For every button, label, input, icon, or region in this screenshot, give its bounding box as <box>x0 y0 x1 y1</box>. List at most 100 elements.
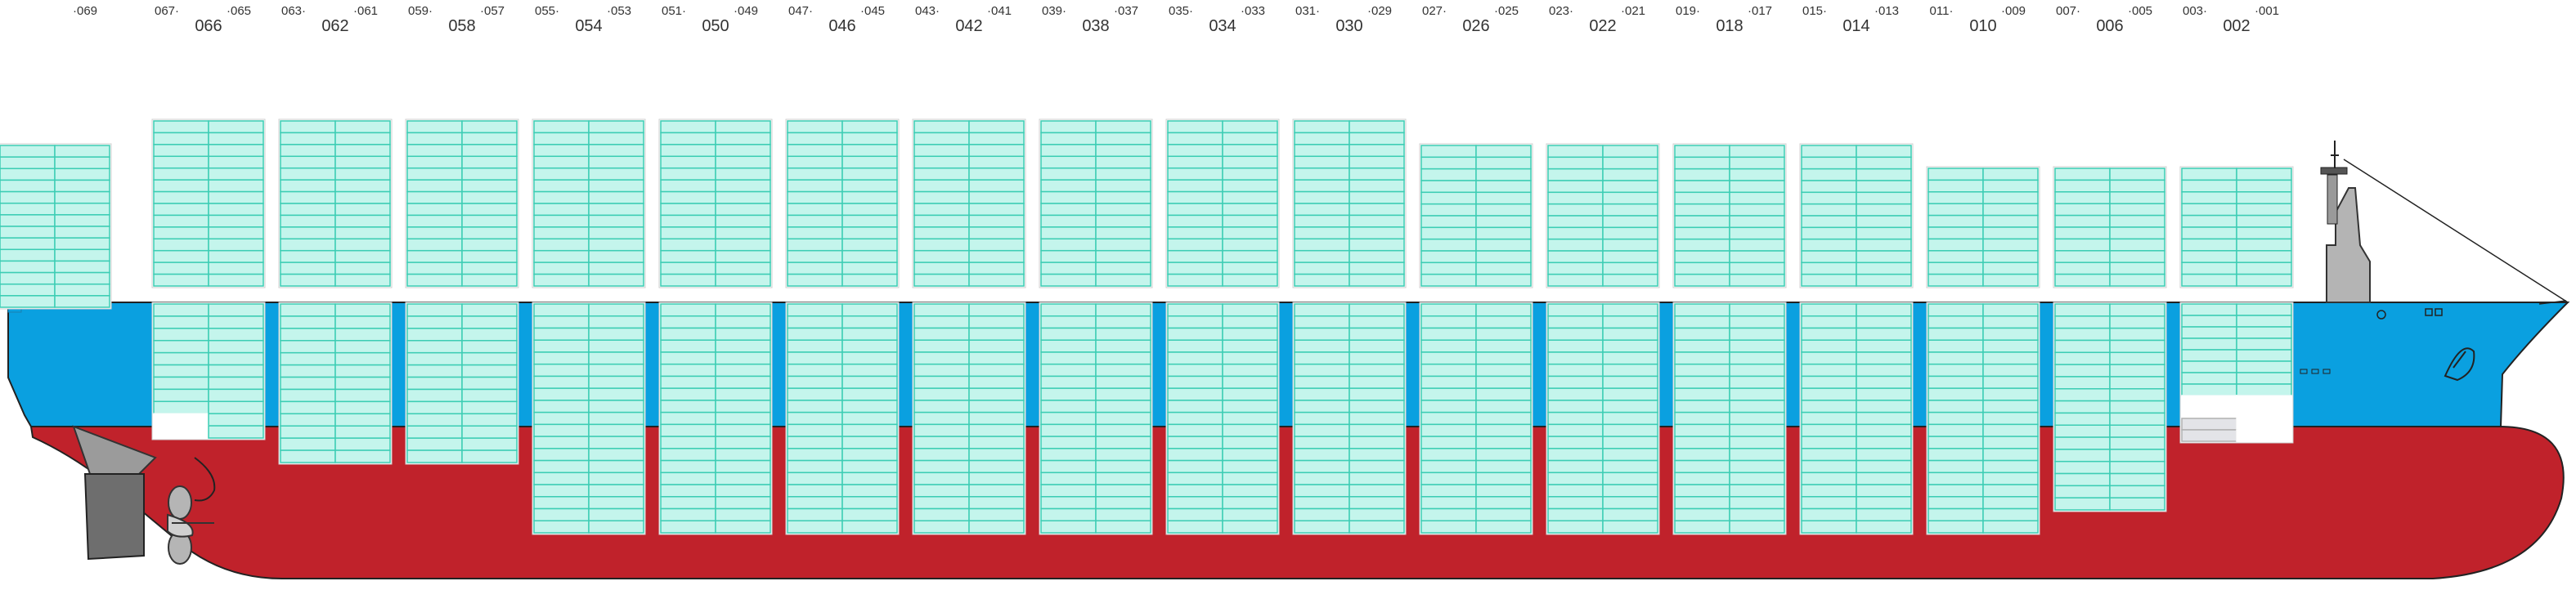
container-slot <box>1095 472 1151 485</box>
container-slot <box>1349 179 1405 193</box>
container-slot <box>1222 351 1278 365</box>
container-slot <box>1928 303 1984 317</box>
container-slot <box>334 249 391 263</box>
container-slot <box>54 283 110 297</box>
container-slot <box>1602 507 1658 522</box>
container-slot <box>1095 179 1151 193</box>
container-slot <box>1801 168 1857 181</box>
container-slot <box>153 351 209 366</box>
container-slot <box>2109 388 2165 402</box>
container-slot <box>280 214 336 228</box>
container-slot <box>54 248 110 262</box>
container-slot <box>2109 424 2165 438</box>
container-slot <box>1801 363 1857 378</box>
container-slot <box>2054 460 2111 475</box>
container-slot <box>1547 168 1604 181</box>
container-slot <box>1674 168 1730 181</box>
container-slot <box>2236 168 2292 181</box>
container-slot <box>787 351 843 365</box>
hold-stack-046 <box>785 302 900 535</box>
container-slot <box>1167 214 1223 228</box>
container-slot <box>913 120 970 134</box>
container-slot <box>1294 155 1350 169</box>
container-slot <box>1982 273 2039 287</box>
container-slot <box>461 303 518 317</box>
container-slot <box>1674 273 1730 287</box>
container-slot <box>1167 249 1223 263</box>
container-slot <box>715 327 771 341</box>
container-slot <box>1729 520 1785 534</box>
container-slot <box>1729 156 1785 170</box>
container-slot <box>968 179 1025 193</box>
container-slot <box>2181 406 2237 419</box>
container-slot <box>1475 411 1532 426</box>
container-slot <box>588 249 644 263</box>
container-slot <box>1982 303 2039 317</box>
container-slot <box>1801 156 1857 170</box>
container-slot <box>588 214 644 228</box>
container-slot <box>1040 155 1097 169</box>
container-slot <box>1801 203 1857 217</box>
container-slot <box>588 472 644 485</box>
container-slot <box>1095 375 1151 389</box>
container-slot <box>2054 339 2111 354</box>
container-slot <box>461 315 518 329</box>
container-slot <box>1222 226 1278 240</box>
container-slot <box>841 120 898 134</box>
container-slot <box>1729 363 1785 378</box>
container-slot <box>1856 262 1912 275</box>
container-slot <box>1294 249 1350 263</box>
container-slot <box>1801 375 1857 389</box>
container-slot <box>1294 496 1350 510</box>
container-slot <box>1475 315 1532 329</box>
container-slot <box>461 144 518 158</box>
container-slot <box>1801 250 1857 264</box>
container-slot <box>841 411 898 426</box>
container-slot <box>787 214 843 228</box>
container-slot <box>334 144 391 158</box>
container-slot <box>1167 423 1223 437</box>
container-slot <box>533 214 590 228</box>
bay-odd-label-right: ·065 <box>227 4 251 18</box>
container-slot <box>533 327 590 341</box>
container-slot <box>2109 168 2165 181</box>
container-slot <box>280 425 336 439</box>
container-slot <box>1602 203 1658 217</box>
container-slot <box>280 167 336 181</box>
container-slot <box>1475 303 1532 317</box>
container-slot <box>715 155 771 169</box>
container-slot <box>968 262 1025 275</box>
container-slot <box>1547 459 1604 474</box>
container-slot <box>1167 363 1223 378</box>
container-slot <box>1982 423 2039 437</box>
container-slot <box>1547 303 1604 317</box>
container-slot <box>787 262 843 275</box>
container-slot <box>2236 250 2292 263</box>
container-slot <box>334 437 391 451</box>
container-slot <box>1602 145 1658 159</box>
container-slot <box>1729 436 1785 449</box>
hold-stack-014 <box>1799 302 1914 535</box>
container-slot <box>1095 132 1151 145</box>
container-slot <box>787 520 843 534</box>
deck-stack-030 <box>1292 118 1407 288</box>
container-slot <box>1167 507 1223 522</box>
container-slot <box>1856 484 1912 498</box>
container-slot <box>1475 273 1532 287</box>
container-slot <box>2054 315 2111 329</box>
container-slot <box>1349 400 1405 413</box>
container-slot <box>660 327 716 341</box>
container-slot <box>1801 459 1857 474</box>
container-slot <box>787 339 843 353</box>
container-slot <box>841 203 898 217</box>
container-slot <box>533 273 590 287</box>
deck-stack-026 <box>1419 143 1533 288</box>
container-slot <box>1475 250 1532 264</box>
container-slot <box>1674 375 1730 389</box>
container-slot <box>1801 145 1857 159</box>
container-slot <box>1674 436 1730 449</box>
container-slot <box>1856 459 1912 474</box>
container-slot <box>1729 315 1785 329</box>
container-slot <box>1674 411 1730 426</box>
